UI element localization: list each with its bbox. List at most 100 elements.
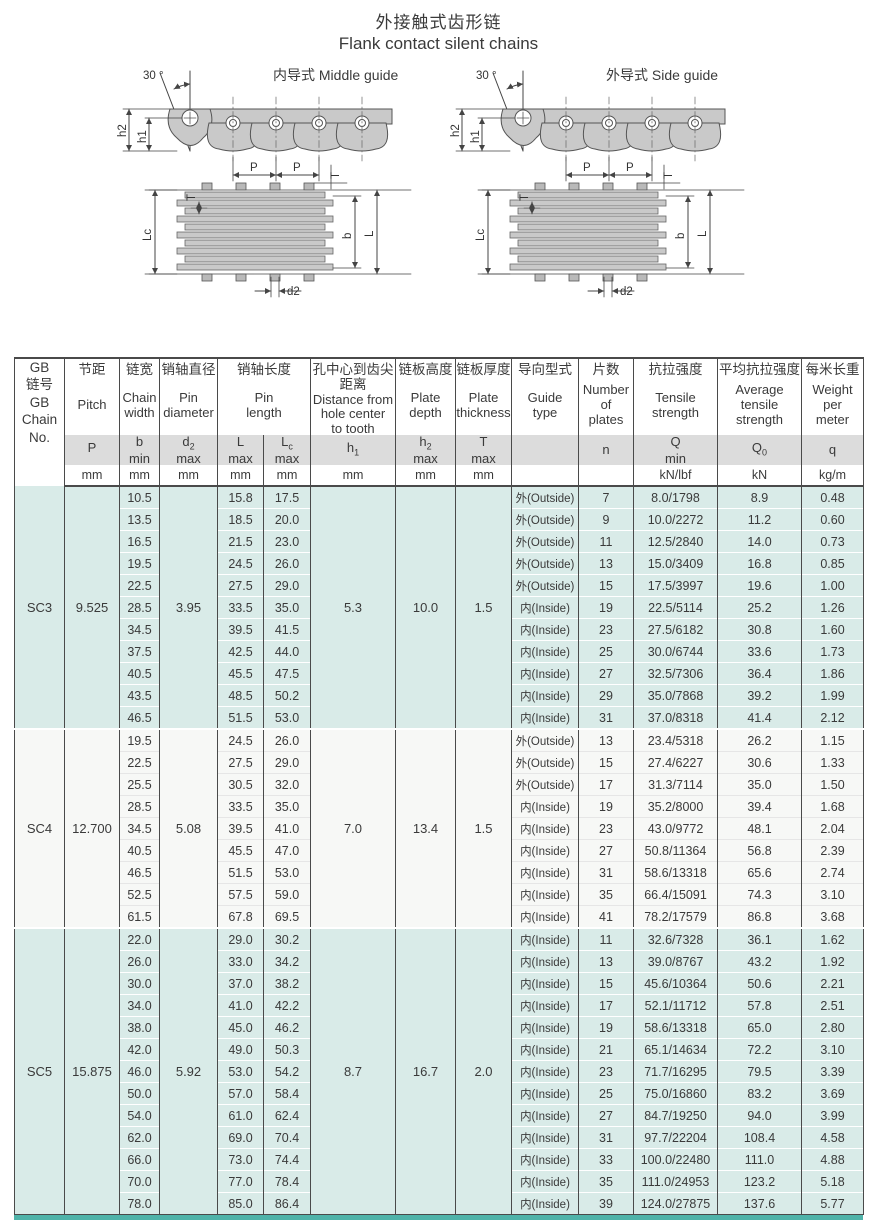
avg-tensile-cell: 56.8: [717, 839, 802, 862]
weight-cell: 1.15: [801, 728, 864, 752]
guide-type-cell: 内(Inside): [511, 795, 579, 818]
unit-pin-length-lc: mm: [263, 465, 311, 488]
chain-width-cell: 25.5: [119, 773, 160, 796]
table-row: 34.0 41.0 42.2 内(Inside) 17 52.1/11712 57.8 2.5…: [15, 994, 864, 1017]
weight-cell: 1.50: [801, 773, 864, 796]
weight-cell: 0.85: [801, 552, 864, 575]
tensile-cell: 15.0/3409: [633, 552, 718, 575]
table-row: 34.5 39.5 41.5 内(Inside) 23 27.5/6182 30.8 1.60: [15, 618, 864, 641]
chain-width-cell: 66.0: [119, 1148, 160, 1171]
t-cell: 1.5: [455, 486, 512, 730]
avg-tensile-cell: 8.9: [717, 486, 802, 509]
pin-length-lc-cell: 20.0: [263, 508, 311, 531]
avg-tensile-cell: 43.2: [717, 950, 802, 973]
plates-cell: 7: [578, 486, 634, 509]
plates-cell: 11: [578, 927, 634, 951]
pin-length-l-cell: 39.5: [217, 618, 264, 641]
pin-diameter-cell: 5.92: [159, 927, 218, 1215]
weight-cell: 5.18: [801, 1170, 864, 1193]
pin-length-l-cell: 41.0: [217, 994, 264, 1017]
chain-width-cell: 10.5: [119, 486, 160, 509]
guide-type-cell: 内(Inside): [511, 883, 579, 906]
pin-length-lc-cell: 41.0: [263, 817, 311, 840]
table-row: 37.5 42.5 44.0 内(Inside) 25 30.0/6744 33.6 1.73: [15, 640, 864, 663]
plates-cell: 23: [578, 618, 634, 641]
guide-type-cell: 内(Inside): [511, 1082, 579, 1105]
guide-type-cell: 内(Inside): [511, 1126, 579, 1149]
chain-width-cell: 62.0: [119, 1126, 160, 1149]
guide-type-cell: 内(Inside): [511, 640, 579, 663]
header-hole-distance: 孔中心到齿尖 距离 Distance from hole center to to…: [310, 357, 396, 435]
weight-cell: 2.12: [801, 706, 864, 730]
pin-length-lc-cell: 86.4: [263, 1192, 311, 1215]
unit-pin-length-l: mm: [217, 465, 264, 488]
weight-cell: 2.04: [801, 817, 864, 840]
table-row: 22.5 27.5 29.0 外(Outside) 15 17.5/3997 19.6 1.0…: [15, 574, 864, 597]
pin-length-l-cell: 69.0: [217, 1126, 264, 1149]
tensile-cell: 100.0/22480: [633, 1148, 718, 1171]
chain-width-cell: 61.5: [119, 905, 160, 929]
dim-label-lc: Lc: [142, 228, 154, 240]
tensile-cell: 78.2/17579: [633, 905, 718, 929]
pin-length-l-cell: 24.5: [217, 728, 264, 752]
pitch-cell: 15.875: [64, 927, 120, 1215]
pin-length-lc-cell: 47.5: [263, 662, 311, 685]
tensile-cell: 8.0/1798: [633, 486, 718, 509]
avg-tensile-cell: 94.0: [717, 1104, 802, 1127]
pin-length-lc-cell: 42.2: [263, 994, 311, 1017]
h1-cell: 7.0: [310, 728, 396, 929]
h1-cell: 8.7: [310, 927, 396, 1215]
unit-weight: kg/m: [801, 465, 864, 488]
chain-width-cell: 34.5: [119, 817, 160, 840]
header-tensile: 抗拉强度 Tensile strength: [633, 357, 718, 435]
table-row: 28.5 33.5 35.0 内(Inside) 19 35.2/8000 39.4 1.68: [15, 795, 864, 818]
weight-cell: 3.10: [801, 1038, 864, 1061]
tensile-cell: 97.7/22204: [633, 1126, 718, 1149]
avg-tensile-cell: 72.2: [717, 1038, 802, 1061]
avg-tensile-cell: 65.6: [717, 861, 802, 884]
avg-tensile-cell: 137.6: [717, 1192, 802, 1215]
pin-length-lc-cell: 32.0: [263, 773, 311, 796]
diagram-middle-guide: 内导式 Middle guide 30 °: [115, 59, 460, 307]
guide-type-cell: 内(Inside): [511, 618, 579, 641]
pin-length-l-cell: 45.5: [217, 839, 264, 862]
weight-cell: 1.26: [801, 596, 864, 619]
plates-cell: 35: [578, 883, 634, 906]
unit-pin-diameter: mm: [159, 465, 218, 488]
avg-tensile-cell: 36.1: [717, 927, 802, 951]
avg-tensile-cell: 83.2: [717, 1082, 802, 1105]
table-row: 25.5 30.5 32.0 外(Outside) 17 31.3/7114 35.0 1.5…: [15, 773, 864, 796]
tensile-cell: 23.4/5318: [633, 728, 718, 752]
symbol-avg-tensile: Q0: [717, 434, 802, 466]
pin-length-l-cell: 33.5: [217, 795, 264, 818]
plates-cell: 17: [578, 773, 634, 796]
plates-cell: 21: [578, 1038, 634, 1061]
table-row: 62.0 69.0 70.4 内(Inside) 31 97.7/22204 108.4 4.…: [15, 1126, 864, 1149]
unit-tensile: kN/lbf: [633, 465, 718, 488]
plates-cell: 25: [578, 640, 634, 663]
pin-length-lc-cell: 53.0: [263, 861, 311, 884]
guide-type-cell: 内(Inside): [511, 662, 579, 685]
pin-length-lc-cell: 38.2: [263, 972, 311, 995]
plates-cell: 15: [578, 972, 634, 995]
avg-tensile-cell: 39.2: [717, 684, 802, 707]
chain-width-cell: 43.5: [119, 684, 160, 707]
weight-cell: 1.68: [801, 795, 864, 818]
avg-tensile-cell: 16.8: [717, 552, 802, 575]
tensile-cell: 43.0/9772: [633, 817, 718, 840]
header-plate-thickness: 链板厚度 Plate thickness: [455, 357, 512, 435]
pin-length-l-cell: 49.0: [217, 1038, 264, 1061]
guide-type-cell: 外(Outside): [511, 508, 579, 531]
pin-length-lc-cell: 41.5: [263, 618, 311, 641]
symbol-weight: q: [801, 434, 864, 466]
pin-length-lc-cell: 47.0: [263, 839, 311, 862]
pin-length-lc-cell: 53.0: [263, 706, 311, 730]
pin-length-lc-cell: 78.4: [263, 1170, 311, 1193]
guide-type-cell: 外(Outside): [511, 574, 579, 597]
tensile-cell: 27.5/6182: [633, 618, 718, 641]
chain-no-cell: SC4: [14, 728, 65, 929]
chain-width-cell: 40.5: [119, 662, 160, 685]
table-header: GB 链号 GB Chain No. 节距 Pitch 链宽 Chain width…: [14, 357, 864, 488]
pin-length-l-cell: 15.8: [217, 486, 264, 509]
